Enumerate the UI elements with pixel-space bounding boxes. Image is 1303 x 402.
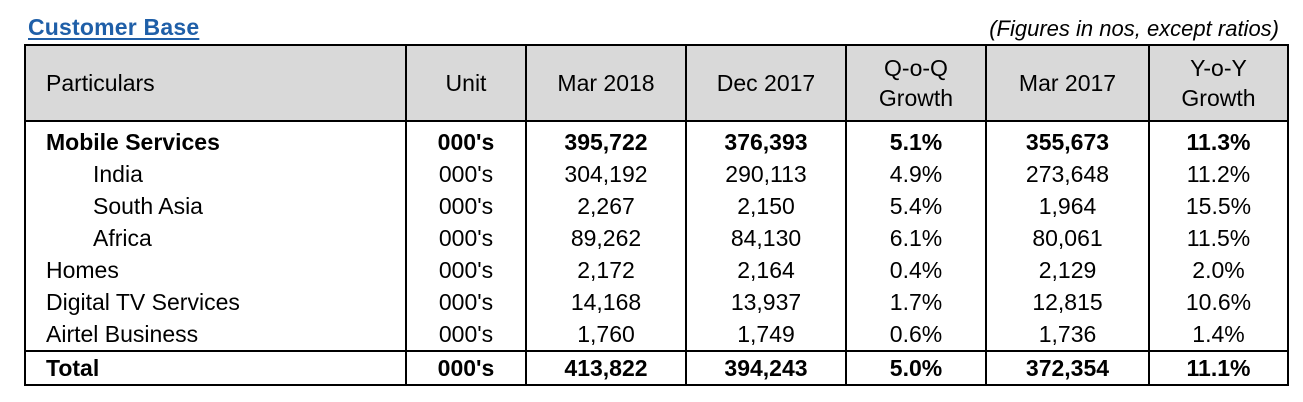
cell-qoq-growth: 6.1% [845,222,987,254]
cell-qoq-growth: 0.4% [845,254,987,286]
row-label: Airtel Business [24,318,407,351]
cell-mar-2018: 304,192 [525,158,687,190]
table-row: Mobile Services 000's 395,722 376,393 5.… [24,121,1289,158]
header-mar-2018: Mar 2018 [525,44,687,122]
cell-unit: 000's [405,121,527,158]
cell-mar-2018: 395,722 [525,121,687,158]
cell-yoy-growth: 1.4% [1148,318,1289,351]
cell-mar-2018: 2,267 [525,190,687,222]
row-label: Digital TV Services [24,286,407,318]
table-row: Homes 000's 2,172 2,164 0.4% 2,129 2.0% [24,254,1289,286]
cell-qoq-growth: 5.1% [845,121,987,158]
cell-unit: 000's [405,350,527,386]
cell-qoq-growth: 1.7% [845,286,987,318]
cell-mar-2017: 80,061 [985,222,1150,254]
cell-mar-2018: 1,760 [525,318,687,351]
cell-unit: 000's [405,286,527,318]
table-row: South Asia 000's 2,267 2,150 5.4% 1,964 … [24,190,1289,222]
cell-yoy-growth: 11.3% [1148,121,1289,158]
cell-unit: 000's [405,190,527,222]
table-row: Africa 000's 89,262 84,130 6.1% 80,061 1… [24,222,1289,254]
row-label: South Asia [24,190,407,222]
header-row: Particulars Unit Mar 2018 Dec 2017 Q-o-Q… [24,44,1289,122]
cell-dec-2017: 2,150 [685,190,847,222]
cell-qoq-growth: 5.4% [845,190,987,222]
cell-mar-2018: 14,168 [525,286,687,318]
cell-dec-2017: 376,393 [685,121,847,158]
cell-mar-2018: 413,822 [525,350,687,386]
cell-qoq-growth: 0.6% [845,318,987,351]
row-label: Mobile Services [24,121,407,158]
cell-mar-2018: 2,172 [525,254,687,286]
cell-mar-2017: 372,354 [985,350,1150,386]
row-label: India [24,158,407,190]
row-label: Africa [24,222,407,254]
header-mar-2017: Mar 2017 [985,44,1150,122]
cell-yoy-growth: 11.1% [1148,350,1289,386]
cell-mar-2017: 273,648 [985,158,1150,190]
cell-yoy-growth: 11.5% [1148,222,1289,254]
cell-dec-2017: 2,164 [685,254,847,286]
cell-yoy-growth: 10.6% [1148,286,1289,318]
cell-yoy-growth: 2.0% [1148,254,1289,286]
header-qoq-growth: Q-o-Q Growth [845,44,987,122]
cell-dec-2017: 13,937 [685,286,847,318]
header-dec-2017: Dec 2017 [685,44,847,122]
table-row: Digital TV Services 000's 14,168 13,937 … [24,286,1289,318]
cell-mar-2017: 1,964 [985,190,1150,222]
cell-mar-2018: 89,262 [525,222,687,254]
cell-unit: 000's [405,158,527,190]
row-label: Homes [24,254,407,286]
cell-dec-2017: 84,130 [685,222,847,254]
total-row: Total 000's 413,822 394,243 5.0% 372,354… [24,350,1289,386]
cell-qoq-growth: 4.9% [845,158,987,190]
cell-unit: 000's [405,318,527,351]
table-row: Airtel Business 000's 1,760 1,749 0.6% 1… [24,318,1289,351]
figures-note: (Figures in nos, except ratios) [989,16,1279,41]
cell-mar-2017: 12,815 [985,286,1150,318]
header-yoy-growth: Y-o-Y Growth [1148,44,1289,122]
table-row: India 000's 304,192 290,113 4.9% 273,648… [24,158,1289,190]
cell-mar-2017: 355,673 [985,121,1150,158]
header-particulars: Particulars [24,44,407,122]
cell-qoq-growth: 5.0% [845,350,987,386]
row-label: Total [24,350,407,386]
cell-dec-2017: 290,113 [685,158,847,190]
page-title: Customer Base [28,14,200,40]
cell-dec-2017: 1,749 [685,318,847,351]
cell-yoy-growth: 11.2% [1148,158,1289,190]
cell-mar-2017: 1,736 [985,318,1150,351]
cell-mar-2017: 2,129 [985,254,1150,286]
cell-unit: 000's [405,222,527,254]
cell-unit: 000's [405,254,527,286]
cell-yoy-growth: 15.5% [1148,190,1289,222]
cell-dec-2017: 394,243 [685,350,847,386]
header-unit: Unit [405,44,527,122]
customer-base-table: Particulars Unit Mar 2018 Dec 2017 Q-o-Q… [24,44,1289,386]
